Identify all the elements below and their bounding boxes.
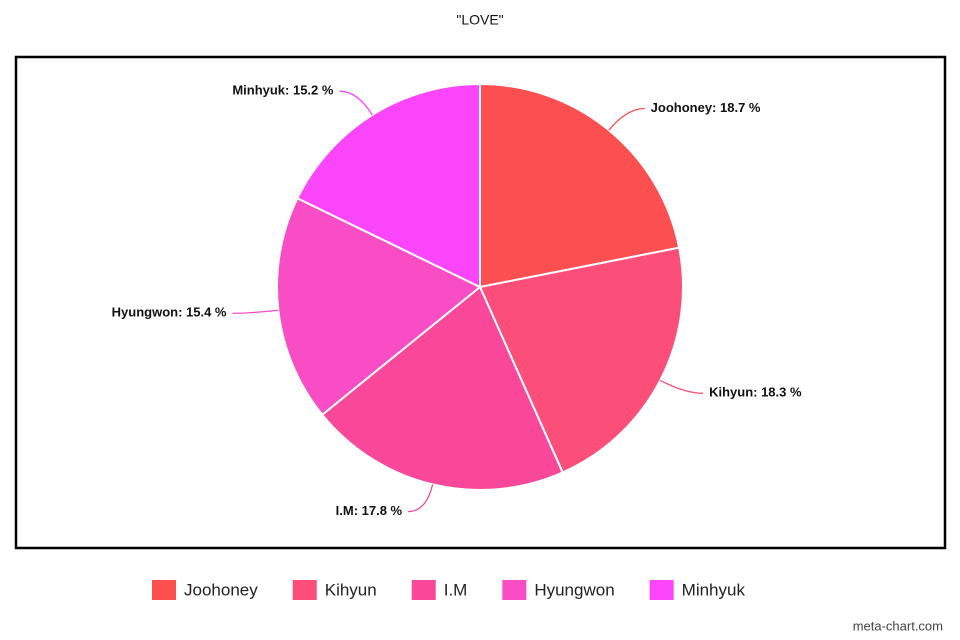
legend-swatch [502, 580, 527, 600]
leader-line [339, 90, 373, 116]
legend-swatch [292, 580, 317, 600]
legend-label: Hyungwon [534, 580, 614, 599]
pie-slice [276, 196, 482, 417]
data-label: Minhyuk: 15.2 % [232, 83, 334, 98]
legend-label: Kihyun [325, 580, 377, 599]
legend-label: Minhyuk [682, 580, 746, 599]
legend-label: I.M [444, 580, 468, 599]
pie-slice [320, 285, 564, 491]
watermark: meta-chart.com [853, 618, 943, 633]
legend-label: Joohoney [184, 580, 258, 599]
pie-slice [296, 82, 481, 289]
leader-line [232, 309, 279, 314]
data-label: Joohoney: 18.7 % [651, 100, 761, 115]
data-label: I.M: 17.8 % [336, 503, 403, 518]
chart-title: "LOVE" [456, 12, 503, 28]
leader-line [659, 379, 704, 394]
legend-swatch [152, 580, 176, 600]
legend-swatch [411, 580, 436, 600]
legend-swatch [649, 580, 674, 600]
leader-line [408, 484, 434, 513]
data-label: Kihyun: 18.3 % [709, 385, 802, 400]
data-label: Hyungwon: 15.4 % [112, 305, 227, 320]
leader-line [608, 107, 645, 131]
